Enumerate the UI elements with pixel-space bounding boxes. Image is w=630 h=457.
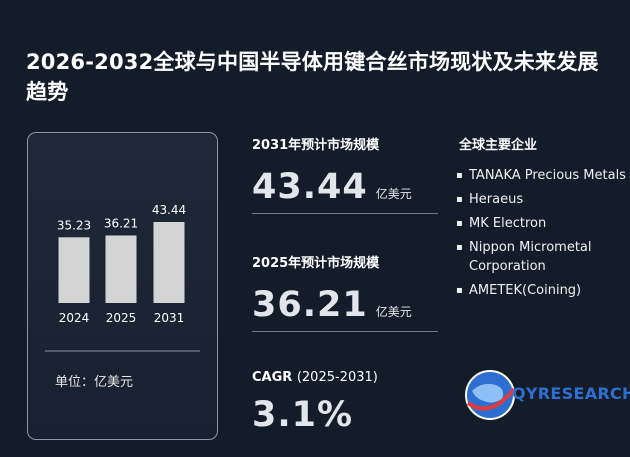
bar-2025 bbox=[105, 235, 137, 303]
category-label-2024: 2024 bbox=[59, 311, 90, 325]
company-name: Nippon Micrometal Corporation bbox=[469, 240, 592, 274]
bullet-icon: ▪ bbox=[456, 285, 463, 296]
list-item: ▪ Nippon Micrometal Corporation bbox=[456, 238, 628, 276]
bullet-icon: ▪ bbox=[456, 218, 463, 229]
bullet-icon: ▪ bbox=[456, 242, 463, 253]
list-item: ▪ TANAKA Precious Metals bbox=[456, 166, 628, 185]
logo-wordmark: QYRESEARCH bbox=[512, 384, 630, 403]
data-label-2025: 36.21 bbox=[104, 216, 138, 230]
cagr-label: CAGR (2025-2031) bbox=[252, 370, 438, 385]
list-item: ▪ Heraeus bbox=[456, 190, 628, 209]
bar-chart: 35.23 2024 36.21 2025 43.44 2031 bbox=[45, 203, 200, 352]
stat-value-2025: 36.21 bbox=[252, 285, 368, 325]
chart-card: 35.23 2024 36.21 2025 43.44 2031 单位：亿美元 bbox=[27, 132, 218, 440]
page-title: 2026-2032全球与中国半导体用键合丝市场现状及未来发展趋势 bbox=[26, 50, 599, 104]
data-label-2031: 43.44 bbox=[152, 203, 186, 217]
stat-label-2031: 2031年预计市场规模 bbox=[252, 138, 380, 153]
list-item: ▪ AMETEK(Coining) bbox=[456, 281, 628, 300]
list-item: ▪ MK Electron bbox=[456, 214, 628, 233]
unit-label: 单位：亿美元 bbox=[55, 375, 134, 390]
companies-title: 全球主要企业 bbox=[459, 138, 538, 153]
globe-icon bbox=[465, 370, 516, 420]
category-label-2031: 2031 bbox=[154, 311, 185, 325]
company-name: TANAKA Precious Metals bbox=[469, 168, 626, 183]
qyresearch-logo: QYRESEARCH bbox=[462, 367, 630, 423]
category-label-2025: 2025 bbox=[106, 311, 137, 325]
cagr-value: 3.1% bbox=[252, 395, 354, 435]
stat-label-2025: 2025年预计市场规模 bbox=[252, 256, 380, 271]
bar-2024 bbox=[58, 237, 90, 303]
company-list: ▪ TANAKA Precious Metals ▪ Heraeus ▪ MK Ele… bbox=[456, 166, 628, 305]
company-name: MK Electron bbox=[469, 216, 547, 231]
stat-divider bbox=[252, 331, 438, 332]
company-name: AMETEK(Coining) bbox=[469, 283, 582, 298]
data-label-2024: 35.23 bbox=[57, 218, 91, 232]
cagr-period: (2025-2031) bbox=[296, 370, 378, 385]
stat-market-2025: 2025年预计市场规模 36.21 亿美元 bbox=[252, 252, 438, 332]
stat-value-2031: 43.44 bbox=[252, 167, 368, 207]
stat-market-2031: 2031年预计市场规模 43.44 亿美元 bbox=[252, 134, 438, 214]
cagr-label-text: CAGR bbox=[252, 370, 293, 385]
bullet-icon: ▪ bbox=[456, 170, 463, 181]
stat-unit-2031: 亿美元 bbox=[375, 187, 412, 201]
bar-2031 bbox=[153, 222, 185, 303]
stat-divider bbox=[252, 213, 438, 214]
bullet-icon: ▪ bbox=[456, 194, 463, 205]
company-name: Heraeus bbox=[469, 192, 524, 207]
stat-cagr: CAGR (2025-2031) 3.1% bbox=[252, 370, 438, 435]
stat-unit-2025: 亿美元 bbox=[375, 305, 412, 319]
